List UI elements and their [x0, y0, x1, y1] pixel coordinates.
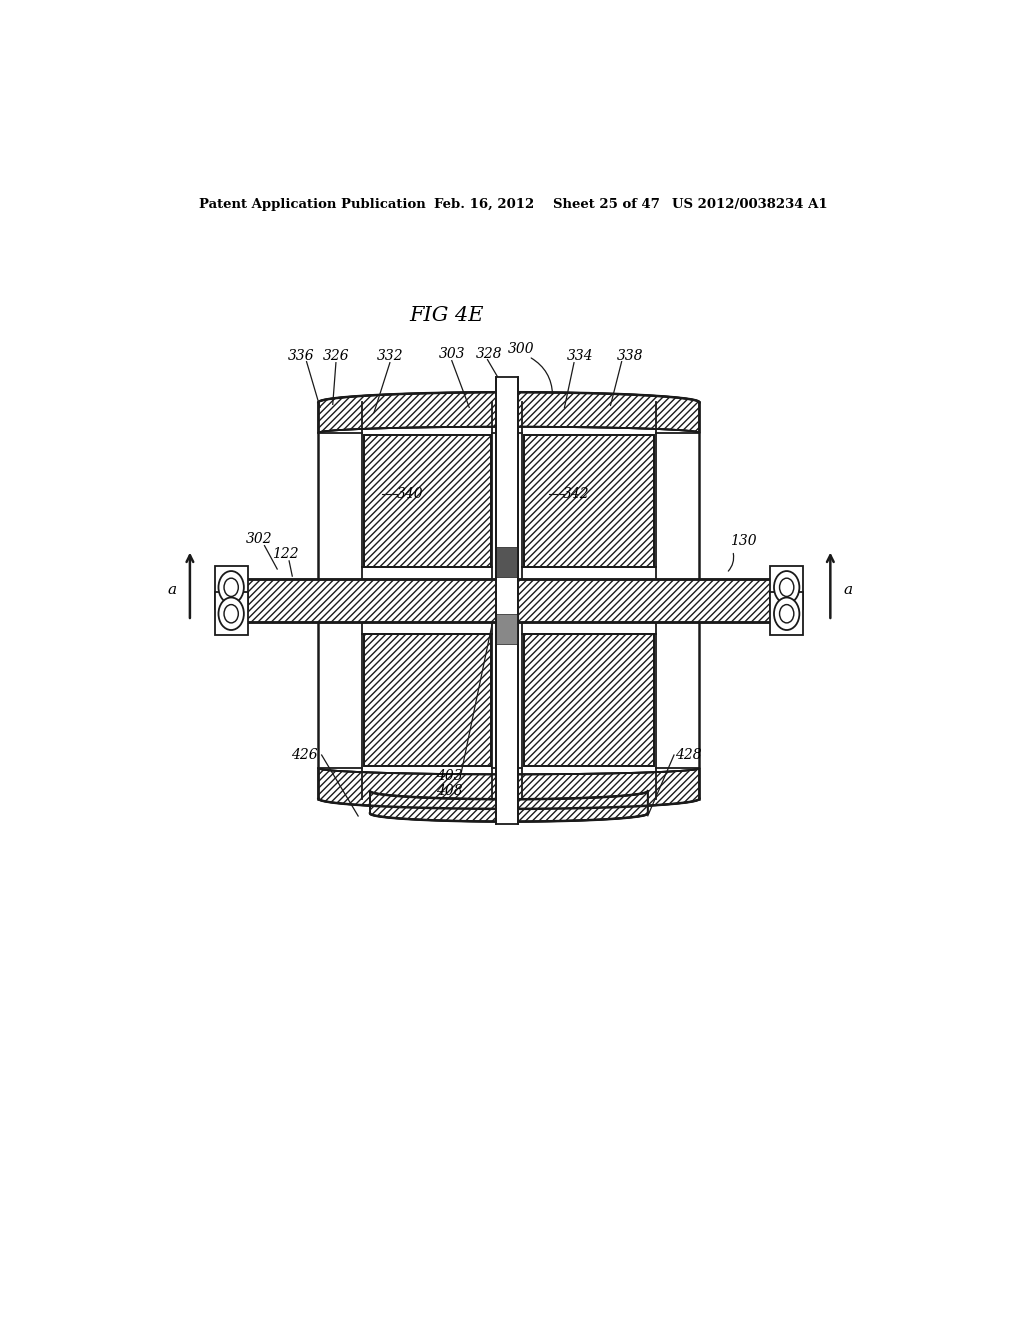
Text: 332: 332	[377, 348, 403, 363]
Circle shape	[224, 605, 239, 623]
Bar	[214, 593, 248, 635]
Circle shape	[218, 598, 244, 630]
Text: 428: 428	[675, 748, 701, 762]
Bar	[364, 434, 490, 568]
Bar	[214, 566, 248, 609]
Bar	[524, 434, 654, 568]
Text: 300: 300	[508, 342, 535, 356]
Text: 336: 336	[288, 348, 314, 363]
Bar	[782, 573, 800, 628]
Circle shape	[774, 598, 800, 630]
Bar	[524, 634, 654, 766]
Bar	[497, 378, 518, 824]
Text: 122: 122	[271, 546, 298, 561]
Circle shape	[218, 572, 244, 603]
Bar	[364, 634, 490, 766]
Bar	[236, 579, 782, 622]
Circle shape	[224, 578, 239, 597]
Text: a: a	[167, 583, 176, 598]
Text: 426: 426	[291, 748, 317, 762]
Bar	[364, 434, 490, 568]
Bar	[218, 573, 236, 628]
Text: Feb. 16, 2012: Feb. 16, 2012	[433, 198, 534, 211]
Bar	[770, 593, 804, 635]
Bar	[218, 573, 236, 628]
Text: 328: 328	[476, 347, 503, 360]
Polygon shape	[318, 392, 699, 433]
Circle shape	[774, 572, 800, 603]
Text: Sheet 25 of 47: Sheet 25 of 47	[553, 198, 659, 211]
Text: a: a	[843, 583, 852, 598]
Circle shape	[779, 605, 794, 623]
Text: 302: 302	[246, 532, 272, 545]
Text: FIG 4E: FIG 4E	[410, 306, 484, 326]
Text: 130: 130	[729, 533, 756, 548]
Circle shape	[779, 578, 794, 597]
Text: 340: 340	[396, 487, 423, 502]
Text: 338: 338	[617, 348, 644, 363]
Bar	[497, 546, 518, 577]
Polygon shape	[318, 768, 699, 809]
Bar	[236, 579, 782, 622]
Bar	[782, 573, 800, 628]
Bar	[497, 614, 518, 644]
Text: 303: 303	[438, 347, 465, 360]
Text: 334: 334	[567, 348, 594, 363]
Bar	[524, 634, 654, 766]
Bar	[770, 566, 804, 609]
Text: Patent Application Publication: Patent Application Publication	[200, 198, 426, 211]
Polygon shape	[370, 791, 648, 821]
Bar	[524, 434, 654, 568]
Text: 342: 342	[563, 487, 590, 502]
Text: 403: 403	[436, 770, 463, 783]
Text: 408: 408	[436, 784, 463, 797]
Bar	[364, 634, 490, 766]
Text: 326: 326	[323, 348, 349, 363]
Text: US 2012/0038234 A1: US 2012/0038234 A1	[672, 198, 827, 211]
